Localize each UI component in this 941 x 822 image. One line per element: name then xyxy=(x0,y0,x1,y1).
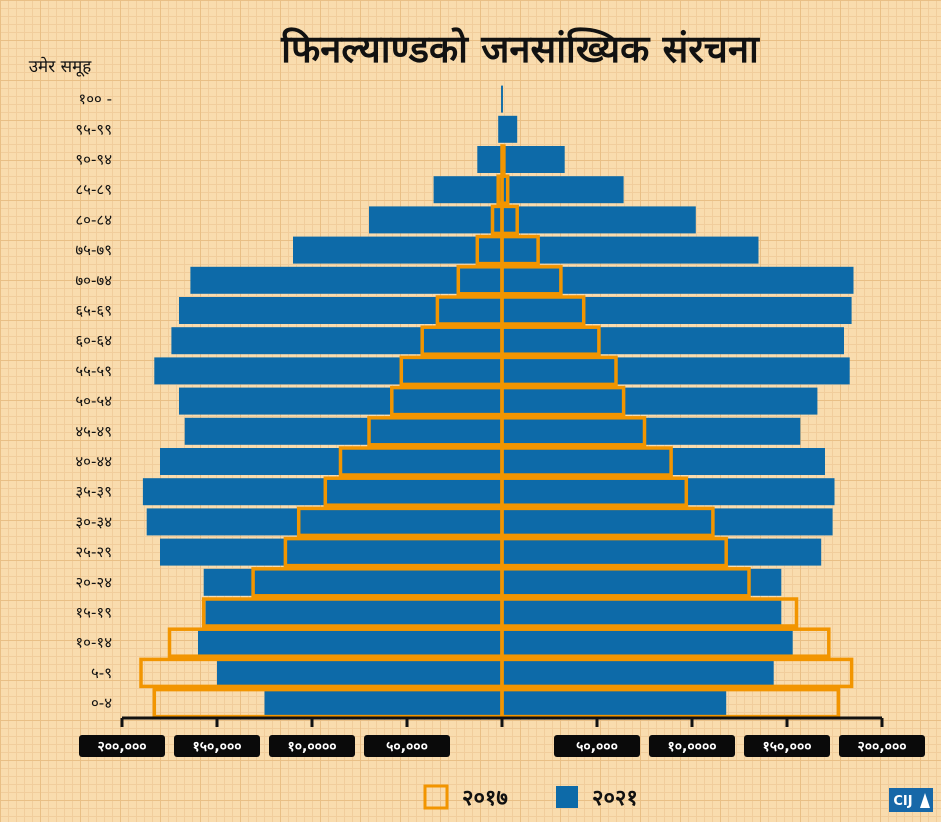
age-label-age-३५-३९: ३५-३९ xyxy=(75,483,112,501)
x-tick-label-bg-1 xyxy=(174,735,260,757)
bar-2021-left-age-२५-२९ xyxy=(160,538,502,566)
bar-2021-left-age-३०-३४ xyxy=(146,508,502,536)
bar-2021-right-age-५-९ xyxy=(502,659,774,687)
x-tick-label-bg-3 xyxy=(364,735,450,757)
bar-2021-right-age-२०-२४ xyxy=(502,568,782,596)
age-label-age-५०-५४: ५०-५४ xyxy=(75,392,112,410)
bar-2021-left-age-८०-८४ xyxy=(369,206,502,234)
bar-2021-left-age-२०-२४ xyxy=(203,568,502,596)
x-tick-label-bg-5 xyxy=(554,735,640,757)
age-label-age-३०-३४: ३०-३४ xyxy=(75,513,112,531)
series-2021-bars xyxy=(142,85,854,717)
bar-2021-right-age-४५-४९ xyxy=(502,417,801,445)
bar-2021-left-age-३५-३९ xyxy=(142,478,502,506)
chart-title: फिनल्याण्डको जनसांख्यिक संरचना xyxy=(280,27,760,71)
logo-text: CIJ xyxy=(893,794,912,809)
bar-2021-left-age-६५-६९ xyxy=(179,297,502,324)
bar-2021-left-age-५५-५९ xyxy=(154,357,503,385)
bar-2021-right-age-३०-३४ xyxy=(502,508,833,536)
age-label-age-७०-७४: ७०-७४ xyxy=(75,271,112,289)
bar-2021-right-age-०-४ xyxy=(502,689,727,717)
x-tick-label-8: २००,००० xyxy=(858,739,907,755)
bar-2021-left-age-९०-९४ xyxy=(477,146,502,173)
age-label-age-४०-४४: ४०-४४ xyxy=(75,453,112,471)
age-label-age-५५-५९: ५५-५९ xyxy=(75,362,112,380)
x-tick-label-bg-8 xyxy=(839,735,925,757)
bar-2021-right-age-६०-६४ xyxy=(502,327,844,355)
x-tick-label-bg-2 xyxy=(269,735,355,757)
x-tick-label-2: १०,०००० xyxy=(288,739,337,755)
bar-2021-right-age-४०-४४ xyxy=(502,448,825,475)
bar-2021-right-age-६५-६९ xyxy=(502,297,852,324)
bar-2021-left-age-०-४ xyxy=(264,689,502,717)
bar-2021-right-age-८०-८४ xyxy=(502,206,696,234)
age-label-age-८०-८४: ८०-८४ xyxy=(75,211,112,229)
x-tick-label-7: १५०,००० xyxy=(763,739,812,755)
legend-label-2017: २०१७ xyxy=(462,786,508,811)
age-label-age-८५-८९: ८५-८९ xyxy=(75,181,112,199)
age-label-age-१५-१९: १५-१९ xyxy=(75,604,112,622)
legend: २०१७ २०२१ xyxy=(423,784,638,811)
bar-2021-right-age-२५-२९ xyxy=(502,538,822,566)
tower-icon xyxy=(920,793,930,808)
age-group-labels: १०० - ९५-९९ ९०-९४ ८५-८९ ८०-८४ ७५-७९ ७०-७४ ६५-६९… xyxy=(75,90,112,712)
age-label-age-२०-२४: २०-२४ xyxy=(75,573,112,591)
age-label-age-१००: १०० - xyxy=(78,90,112,108)
bar-2021-right-age-७५-७९ xyxy=(502,236,759,264)
age-label-age-१०-१४: १०-१४ xyxy=(75,634,112,652)
legend-swatch-2017 xyxy=(423,784,449,810)
bar-2021-right-age-९०-९४ xyxy=(502,146,565,173)
bar-2021-right-age-१०० xyxy=(502,85,503,113)
bar-2021-left-age-७५-७९ xyxy=(293,236,502,264)
bar-2021-left-age-८५-८९ xyxy=(433,176,502,204)
bar-2021-left-age-७०-७४ xyxy=(190,266,502,294)
legend-label-2021: २०२१ xyxy=(592,786,638,811)
bar-2021-right-age-७०-७४ xyxy=(502,266,854,294)
bar-2021-left-age-४५-४९ xyxy=(184,417,502,445)
x-tick-label-6: १०,०००० xyxy=(668,739,717,755)
bar-2021-left-age-१५-१९ xyxy=(205,599,502,626)
x-tick-label-0: २००,००० xyxy=(98,739,147,755)
bar-2021-left-age-९५-९९ xyxy=(498,115,502,143)
x-tick-label-3: ५०,००० xyxy=(386,739,428,755)
age-label-age-२५-२९: २५-२९ xyxy=(75,543,112,561)
x-tick-label-1: १५०,००० xyxy=(193,739,242,755)
age-label-age-०-४: ०-४ xyxy=(91,694,112,712)
x-tick-label-5: ५०,००० xyxy=(576,739,618,755)
bar-2021-right-age-५५-५९ xyxy=(502,357,850,385)
bar-2021-right-age-९५-९९ xyxy=(502,115,518,143)
bar-2021-left-age-५-९ xyxy=(217,659,502,687)
bar-2021-right-age-५०-५४ xyxy=(502,387,818,415)
bar-2021-left-age-६०-६४ xyxy=(171,327,502,355)
bar-2021-right-age-८५-८९ xyxy=(502,176,624,204)
age-label-age-९०-९४: ९०-९४ xyxy=(75,151,112,169)
bar-2021-left-age-५०-५४ xyxy=(179,387,502,415)
age-label-age-६५-६९: ६५-६९ xyxy=(75,302,112,320)
bar-2021-right-age-१५-१९ xyxy=(502,599,782,626)
bar-2021-left-age-१०० xyxy=(501,85,502,113)
age-label-age-९५-९९: ९५-९९ xyxy=(75,120,112,138)
age-label-age-७५-७९: ७५-७९ xyxy=(75,241,112,259)
cij-logo: CIJ xyxy=(889,788,933,812)
bar-2021-left-age-४०-४४ xyxy=(160,448,502,475)
legend-swatch-2021 xyxy=(556,786,578,808)
x-tick-label-bg-6 xyxy=(649,735,735,757)
age-label-age-६०-६४: ६०-६४ xyxy=(75,332,112,350)
bar-2021-right-age-१०-१४ xyxy=(502,629,793,657)
bar-2021-right-age-३५-३९ xyxy=(502,478,835,506)
y-axis-title: उमेर समूह xyxy=(29,56,92,77)
bar-2021-left-age-१०-१४ xyxy=(198,629,502,657)
age-label-age-५-९: ५-९ xyxy=(91,664,112,682)
age-label-age-४५-४९: ४५-४९ xyxy=(75,422,112,440)
x-tick-label-bg-0 xyxy=(79,735,165,757)
x-axis: २००,००० १५०,००० १०,०००० ५०,००० ५०,००० १०,००००… xyxy=(79,716,925,757)
x-tick-label-bg-7 xyxy=(744,735,830,757)
